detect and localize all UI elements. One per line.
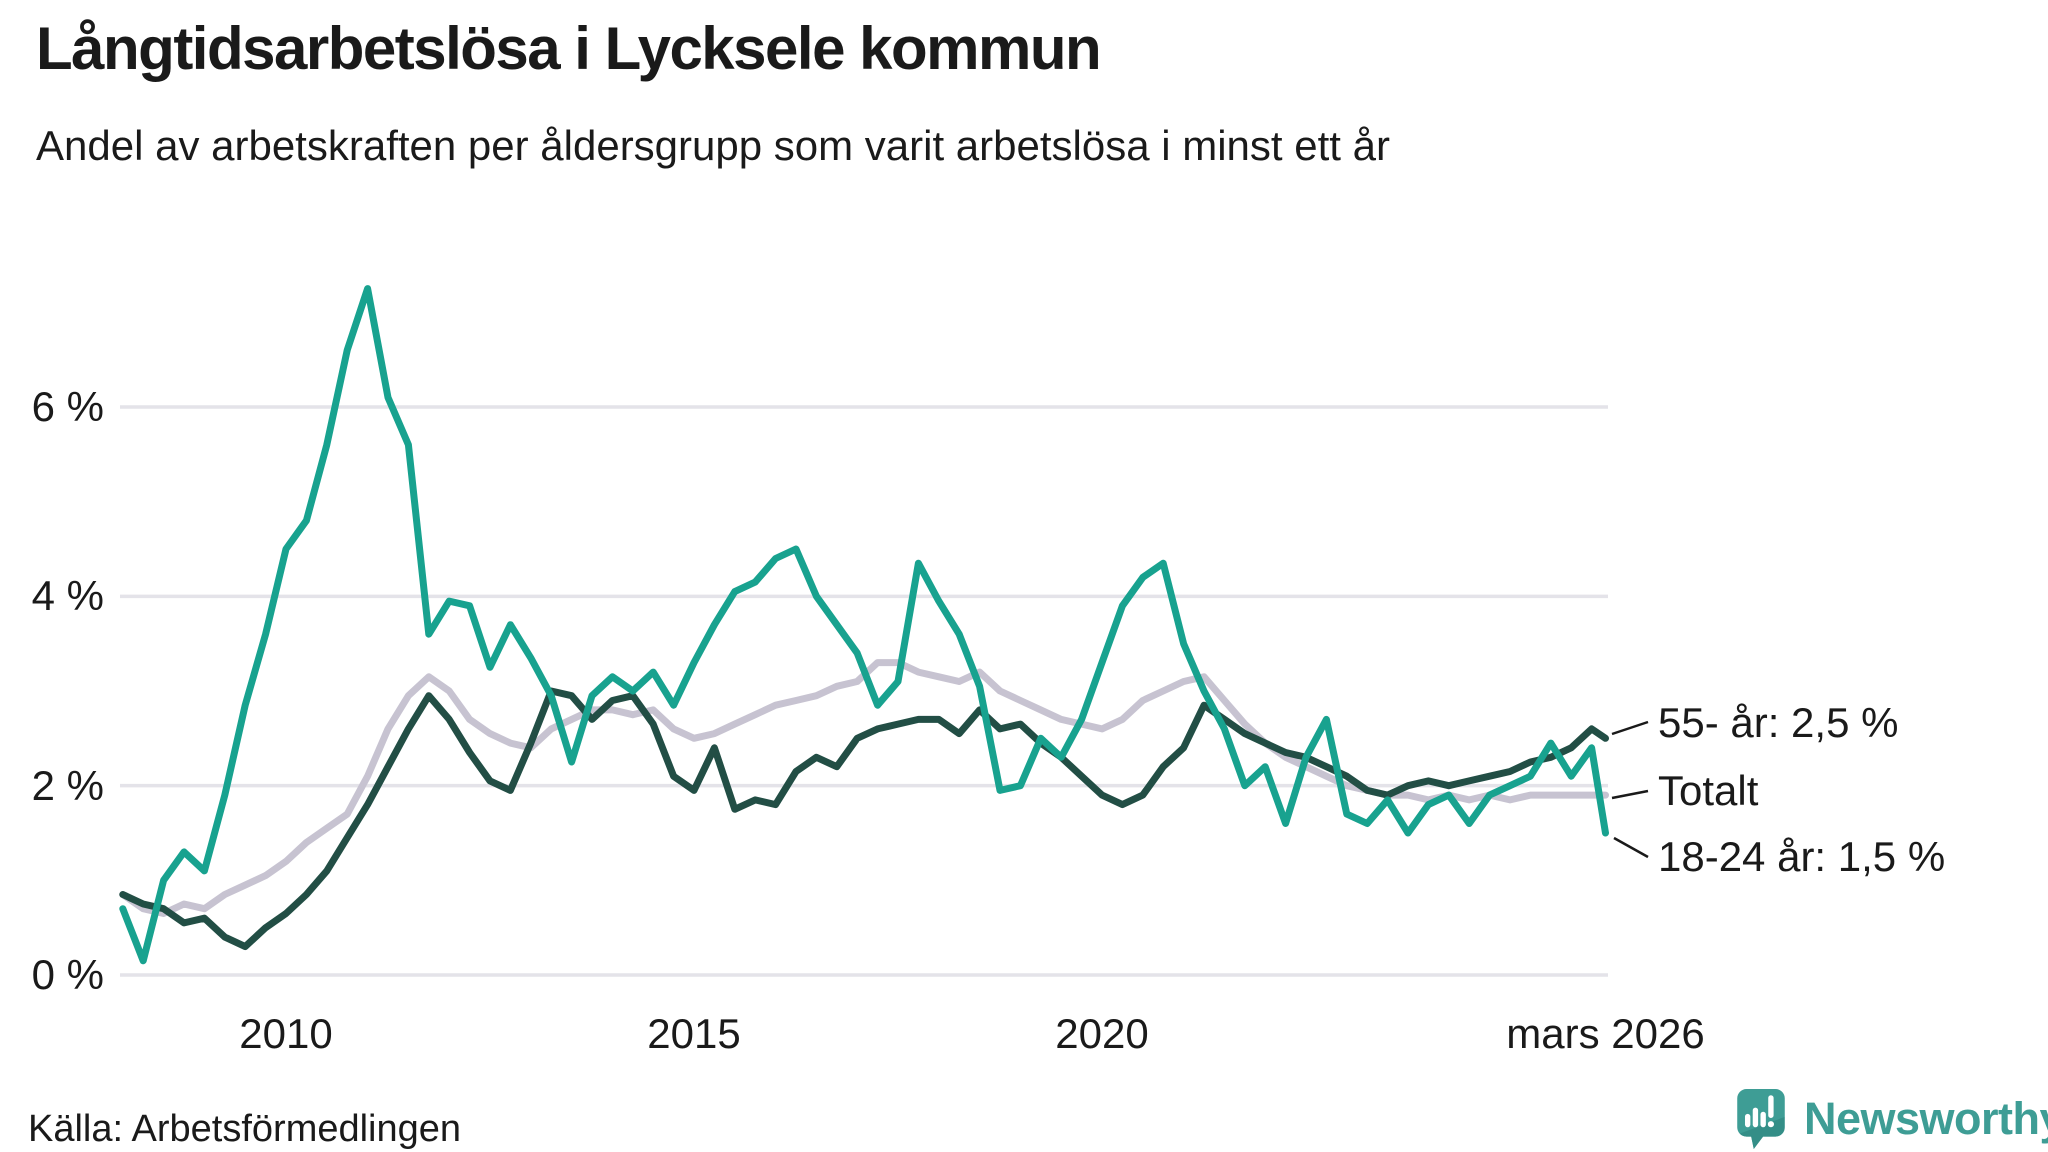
x-tick-label: mars 2026: [1506, 1010, 1705, 1057]
x-tick-label: 2015: [647, 1010, 741, 1057]
y-tick-label: 4 %: [31, 572, 104, 620]
chart-subtitle: Andel av arbetskraften per åldersgrupp s…: [36, 122, 1390, 169]
brand-name: Newsworthy: [1804, 1093, 2048, 1144]
x-tick-label: 2020: [1055, 1010, 1149, 1057]
gridlines: [120, 405, 1608, 977]
series-label-18-24: 18-24 år: 1,5 %: [1658, 833, 1946, 880]
y-tick-label: 6 %: [31, 382, 104, 430]
series-lines: [119, 285, 1609, 965]
connector-18-24: [1613, 836, 1649, 859]
series-label-55: 55- år: 2,5 %: [1658, 699, 1899, 746]
series-line-18-24 år: [119, 285, 1609, 965]
newsworthy-icon: [1737, 1089, 1785, 1149]
series-label-totalt: Totalt: [1658, 767, 1759, 814]
brand-logo: Newsworthy: [1736, 1088, 2048, 1150]
source-note: Källa: Arbetsförmedlingen: [28, 1108, 462, 1150]
connector-totalt: [1611, 789, 1649, 800]
end-label-connectors: [1611, 720, 1649, 859]
y-tick-label: 2 %: [31, 761, 104, 809]
series-line-55- år: [119, 687, 1609, 951]
page-title: Långtidsarbetslösa i Lycksele kommun: [36, 15, 1102, 82]
x-tick-label: 2010: [239, 1010, 333, 1057]
y-tick-label: 0 %: [31, 951, 104, 998]
series-line-Totalt: [119, 659, 1609, 917]
connector-55: [1611, 720, 1649, 736]
